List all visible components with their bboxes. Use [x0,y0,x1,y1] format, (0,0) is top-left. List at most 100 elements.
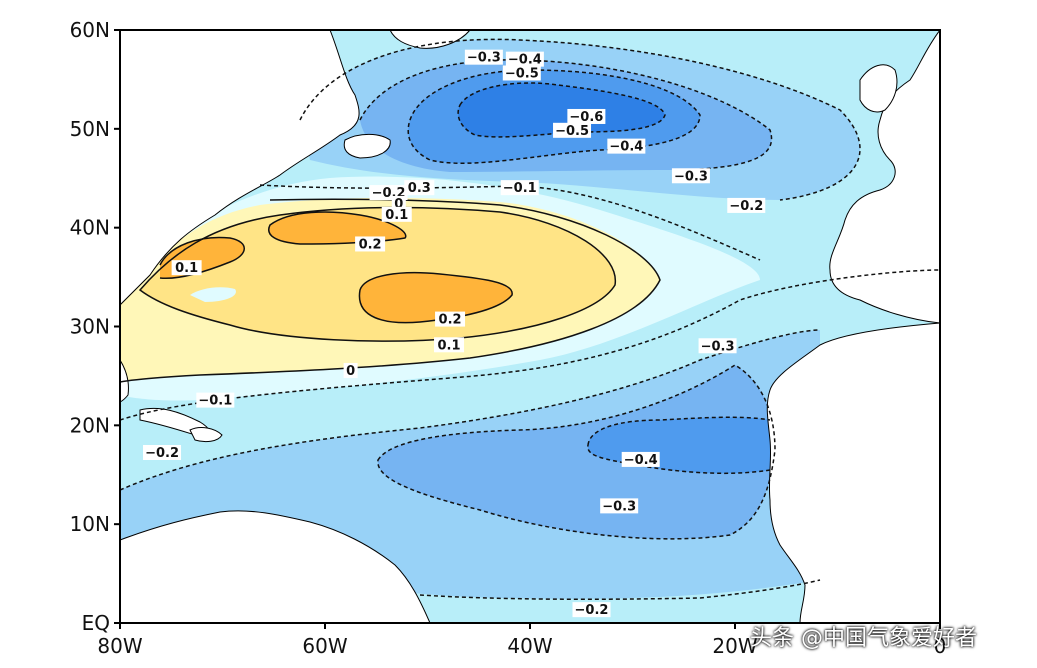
lon-tick-label: 0 [934,634,947,658]
lon-tick-label: 80W [97,634,142,658]
land-north-america [120,30,360,306]
lat-tick-label: 50N [70,117,110,141]
contour-label-text: 0.2 [359,237,382,252]
contour-label-text: −0.2 [145,446,179,461]
band-minus-0.3-south [377,365,775,539]
contour-label-bg [553,122,592,138]
contour-plus-0.2-central [358,271,513,324]
contour-label-text: −0.3 [602,499,636,514]
contour-label: −0.4 [607,138,646,155]
contour-label-text: −0.1 [503,181,537,196]
band-plus-0.2-central [359,272,513,323]
band-minus-0.5-north [458,82,665,137]
land-newfoundland [343,133,391,159]
contour-label-bg [143,445,182,461]
contour-label-text: −0.3 [701,339,735,354]
contour-label: 0.1 [171,260,202,276]
contour-label: 0 [343,362,358,379]
contour-label: −0.1 [196,392,235,409]
contour-label-bg [171,260,202,276]
contour-label-text: −0.5 [555,124,589,139]
contour-label: −0.3 [698,338,737,354]
contour-label: −0.4 [505,51,544,68]
contour-zero-north [120,198,661,383]
contour-label-text: 0 [346,364,355,379]
contour-label: −0.1 [500,180,539,196]
contour-label: −0.3 [671,168,710,184]
contour-label-bg [600,498,639,514]
contour-label-bg [464,49,503,65]
contour-label-bg [698,338,737,354]
contour-label: 0.1 [381,206,412,223]
contour-label-bg [196,392,235,408]
contour-label: −0.5 [502,65,541,81]
contour-label-bg [500,180,539,196]
contour-label: −0.2 [572,602,611,618]
contour-minus-0.3-north [359,59,773,171]
contour-label-text: 0 [394,197,403,212]
cool-patch [190,287,236,302]
contour-label: −0.6 [567,108,606,125]
contour-label: −0.2 [143,445,182,461]
land-south-america [120,510,431,623]
contour-label: −0.4 [621,451,660,468]
land-hispaniola [189,427,223,443]
contour-minus-0.3-south [377,364,776,540]
contour-label-text: 0.3 [408,181,431,196]
lon-tick-label: 60W [302,634,347,658]
contour-label-text: −0.2 [575,603,609,618]
contour-label-bg [621,451,660,467]
map-field [120,30,940,623]
lat-tick-label: 20N [70,413,110,437]
contour-label-bg [727,197,766,213]
contour-label-text: −0.6 [569,110,603,125]
contour-label-bg [607,138,646,154]
contour-label-bg [671,168,710,184]
contour-minus-0.4-north [407,69,701,164]
contour-lines [120,38,940,600]
contour-minus-0.5-north [457,82,666,138]
contour-label-text: 0.1 [385,208,408,223]
contour-label-text: 0.1 [175,261,198,276]
contour-label: −0.2 [727,197,766,214]
contour-label-bg [567,108,606,124]
lat-tick-label: 60N [70,18,110,42]
lat-tick-label: 10N [70,512,110,536]
contour-plus-0.2-north [268,211,407,245]
contour-label-bg [434,337,465,353]
contour-label-bg [572,602,611,618]
contour-label-text: 0.1 [438,338,461,353]
contour-label: 0.2 [435,311,466,328]
contour-label: 0.1 [434,337,465,353]
contour-label-bg [502,65,541,81]
contour-label: 0.2 [355,236,386,252]
contour-labels: −0.3 −0.4−0.5−0.6−0.5−0.4−0.3−0.2−0.1−0.2… [143,49,766,618]
contour-label-text: −0.4 [508,53,542,68]
contour-label-text: −0.2 [729,199,763,214]
lon-tick-label: 40W [507,634,552,658]
land-uk [859,64,898,113]
contour-minus-0.2-south [120,329,821,491]
contour-label: 0.3 [404,180,435,196]
contour-plus-0.1 [138,206,616,342]
contour-label-text: −0.4 [609,140,643,155]
contour-minus-0.1-south [120,269,940,421]
contour-label: −0.5 [553,122,592,139]
contour-minus-0.2-equator [419,579,821,600]
contour-label-bg [404,180,435,196]
lat-tick-label: 30N [70,315,110,339]
contour-label-text: 0.2 [439,313,462,328]
watermark: 头条 @中国气象爱好者 [750,626,977,651]
contour-label-bg [381,206,412,222]
contour-label-bg [355,236,386,252]
contour-label-text: −0.5 [505,66,539,81]
contour-label-text: −0.3 [674,169,708,184]
land-greenland [389,30,471,49]
contour-label-bg [435,311,466,327]
lat-tick-label: EQ [82,611,110,635]
contour-label: −0.3 [600,498,639,514]
contour-label-text: −0.3 [467,51,501,66]
lat-tick-label: 40N [70,216,110,240]
